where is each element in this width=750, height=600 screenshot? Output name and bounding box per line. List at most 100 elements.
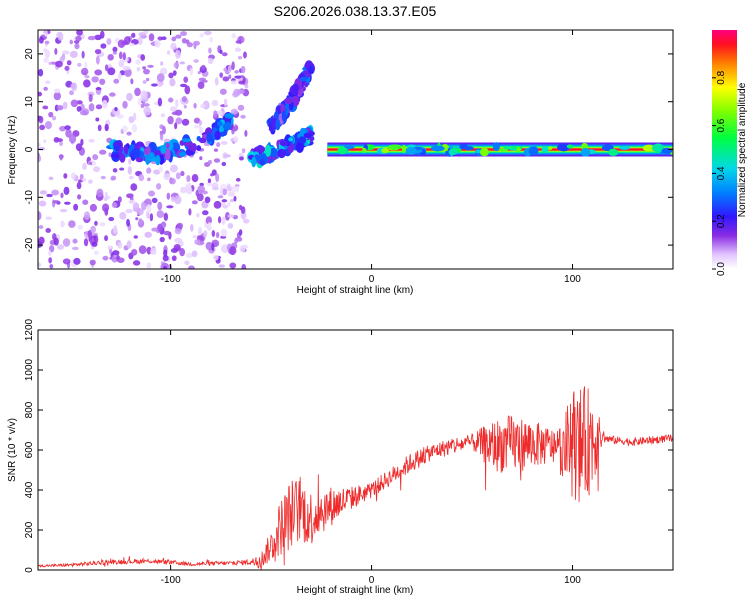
spectrogram-cell [193, 124, 201, 129]
spectrogram-cell [190, 223, 194, 232]
spectrogram-cell [130, 78, 134, 85]
spectrogram-cell [237, 55, 243, 60]
spectrogram-cell [642, 144, 656, 152]
spectrogram-cell [229, 246, 237, 256]
spectrogram-cell [51, 116, 57, 121]
spectrogram-cell [652, 143, 665, 153]
spectrogram-cell [180, 83, 187, 88]
spectrogram-cell [107, 53, 114, 61]
spectrogram-cell [148, 190, 156, 197]
spectrogram-cell [151, 83, 158, 87]
spectrogram-cell [77, 62, 82, 67]
spectrogram-cell [198, 120, 203, 126]
spectrogram-cell [240, 65, 246, 74]
spectrogram-cell [88, 138, 95, 143]
spectrogram-cell [38, 36, 44, 44]
spectrogram-cell [216, 121, 223, 127]
spectrogram-cell [88, 103, 95, 112]
spectrogram-cell [528, 146, 539, 156]
spectrogram-cell [169, 177, 176, 185]
spectrogram-cell [208, 47, 212, 54]
snr-frame [37, 329, 674, 571]
spectrogram-cell [93, 250, 100, 256]
spectrogram-cell [83, 79, 91, 88]
spectrogram-cell [130, 183, 138, 191]
spectrogram-cell [175, 172, 181, 180]
spectrogram-cell [175, 99, 179, 108]
snr-ytick-label: 1000 [24, 358, 35, 381]
spectrogram-cell [191, 250, 198, 258]
spectrogram-cell [201, 79, 208, 83]
spectrogram-cell [180, 170, 185, 177]
spectrogram-cell [138, 218, 143, 225]
spectrogram-cell [227, 201, 231, 207]
spectrogram-cell [45, 216, 52, 220]
spectrogram-cell [59, 140, 63, 147]
spectrogram-cell [219, 88, 227, 95]
spectrogram-cell [193, 59, 199, 63]
spectrogram-cell [199, 156, 203, 161]
spectrogram-cell [124, 68, 132, 77]
spectrogram-cell [230, 80, 237, 85]
spectrogram-cell [99, 30, 105, 39]
spectrogram-cell [140, 90, 148, 100]
snr-xtick-label: 100 [564, 575, 581, 586]
spectrogram-cell [110, 175, 117, 181]
spectrogram-cell [204, 196, 211, 204]
spectrogram-cell [198, 226, 202, 236]
spectrogram-cell [220, 187, 224, 196]
spectrogram-cell [74, 43, 80, 50]
spectrogram-cell [44, 121, 52, 130]
spectrogram-cell [200, 103, 206, 109]
spectrogram-cell [117, 242, 123, 249]
spectrogram-cell [218, 264, 225, 268]
spectrogram-cell [293, 83, 299, 94]
spectrogram-cell [140, 54, 146, 61]
spectrogram-cell [211, 243, 215, 251]
spectrogram-cell [234, 47, 242, 52]
spectrogram-cell [169, 106, 177, 112]
spectrogram-cell [566, 144, 574, 149]
spectrogram-cell [279, 140, 288, 147]
spectrogram-cell [233, 195, 237, 202]
spectrogram-cell [193, 102, 197, 109]
spectrogram-cell [117, 196, 122, 203]
spectrogram-cell [180, 31, 187, 37]
spectrogram-cell [133, 235, 138, 239]
spectrogram-cell [133, 112, 137, 121]
spectrogram-cell [127, 166, 132, 175]
figure-title: S206.2026.038.13.37.E05 [274, 3, 437, 19]
spectrogram-cell [151, 227, 159, 232]
spectrogram-cell [362, 147, 367, 153]
spectrogram-cell [167, 115, 174, 125]
spectrogram-cell [147, 64, 154, 68]
spectrogram-cell [128, 116, 135, 124]
spectrogram-cell [141, 201, 147, 211]
spectrogram-cell [107, 245, 114, 250]
spectrogram-cell [199, 182, 204, 187]
snr-xtick-label: 0 [369, 575, 375, 586]
spectrogram-cell [157, 223, 164, 233]
spectrogram-cell [163, 212, 169, 222]
spectrogram-cell [81, 178, 87, 182]
spectrogram-cell [197, 71, 201, 75]
spectrogram-cell [38, 225, 44, 229]
spectrogram-cell [172, 70, 177, 76]
spectrogram-cell [44, 49, 51, 59]
spectrogram-cell [99, 149, 107, 155]
spectrogram-cell [557, 143, 571, 152]
spectrogram-cell [226, 185, 232, 192]
spectrogram-cell [145, 77, 150, 82]
spectrogram-cell [213, 148, 219, 152]
spectrogram-cell [337, 146, 348, 155]
spectrogram-cell [541, 146, 549, 153]
spectrogram-cell [112, 51, 117, 55]
spectrogram-cell [159, 67, 168, 75]
spectrogram-cell [99, 78, 106, 85]
spectrogram-cell [227, 214, 235, 218]
spectrogram-cell [157, 36, 163, 41]
spectrogram-cell [87, 35, 96, 41]
spectrogram-cell [239, 244, 246, 253]
spectrogram-cell [63, 173, 68, 179]
